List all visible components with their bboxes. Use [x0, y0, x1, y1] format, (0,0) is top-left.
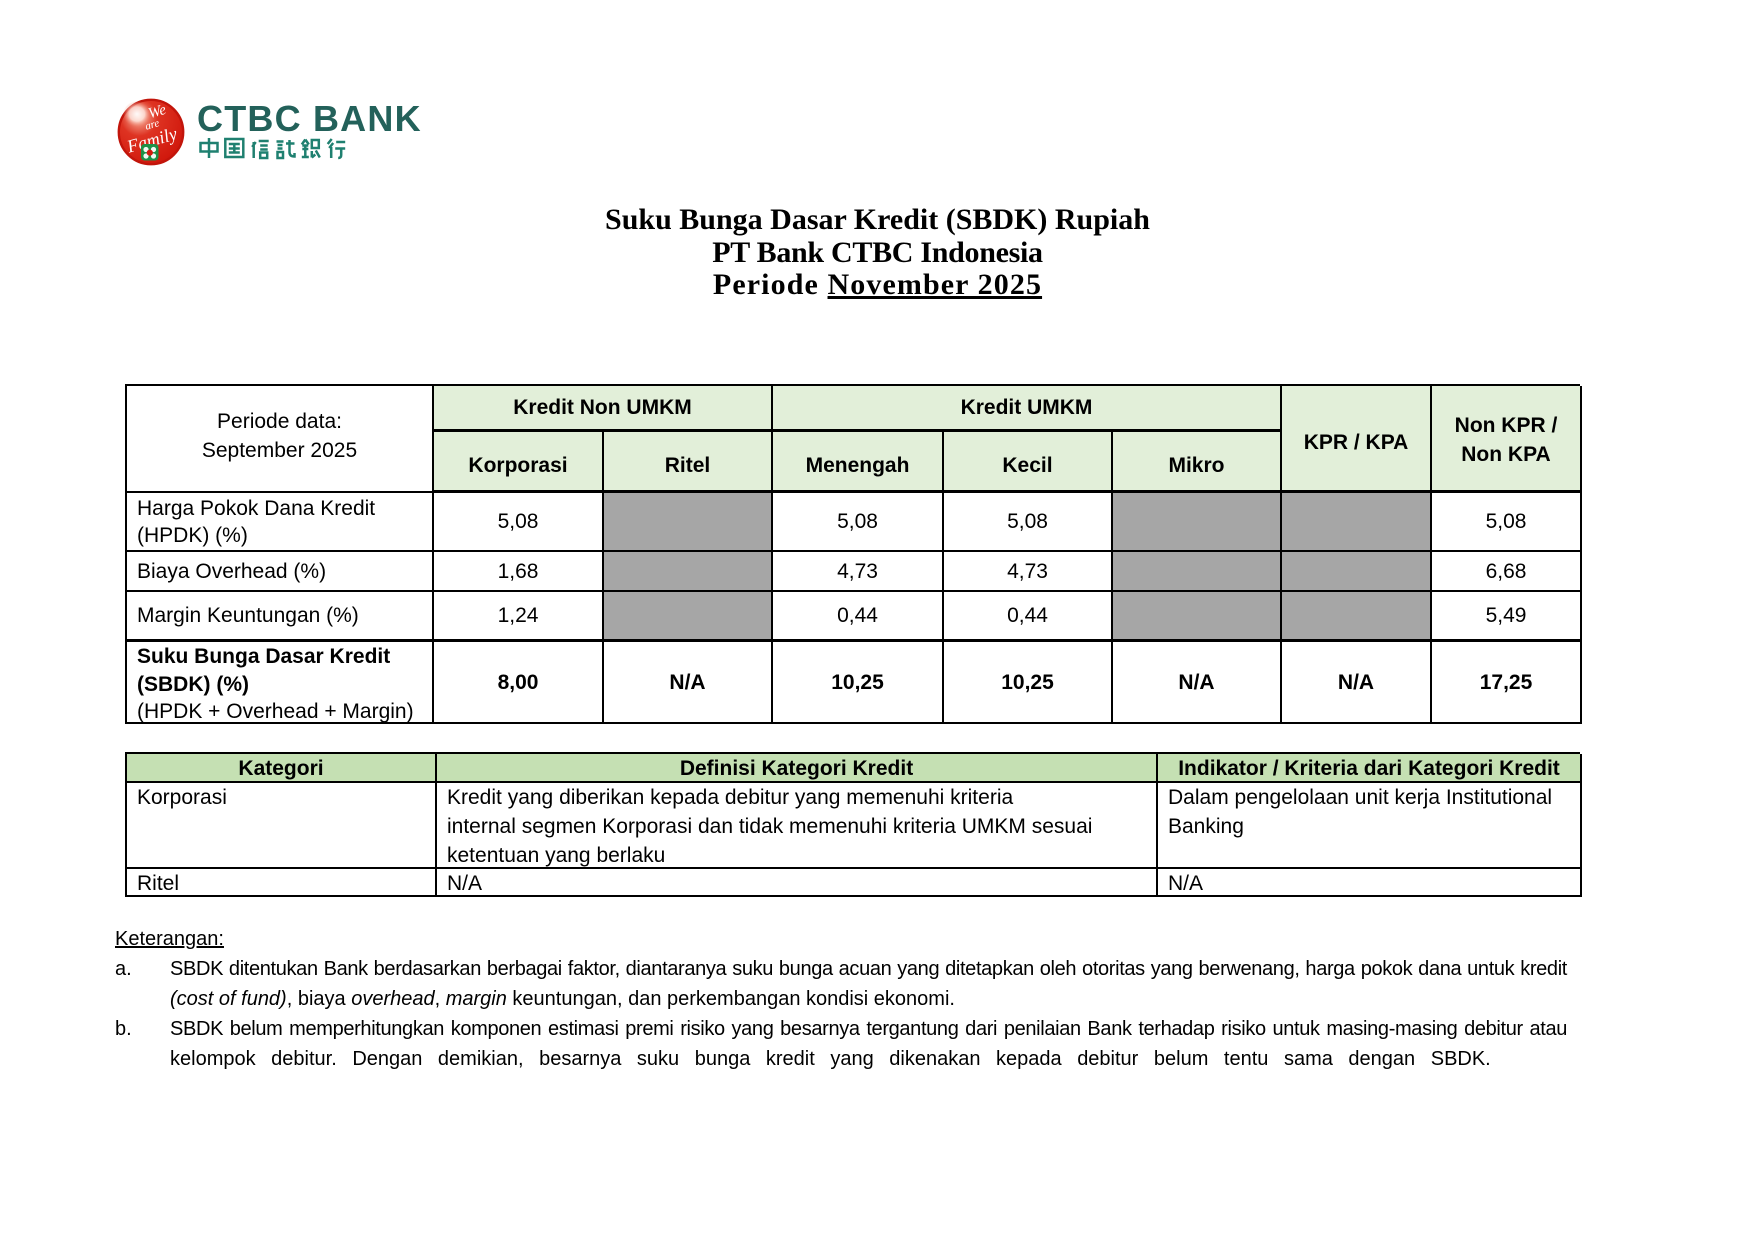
svg-text:CTBC BANK: CTBC BANK: [197, 98, 422, 139]
svg-text:are: are: [144, 117, 161, 132]
svg-text:We: We: [147, 102, 169, 122]
